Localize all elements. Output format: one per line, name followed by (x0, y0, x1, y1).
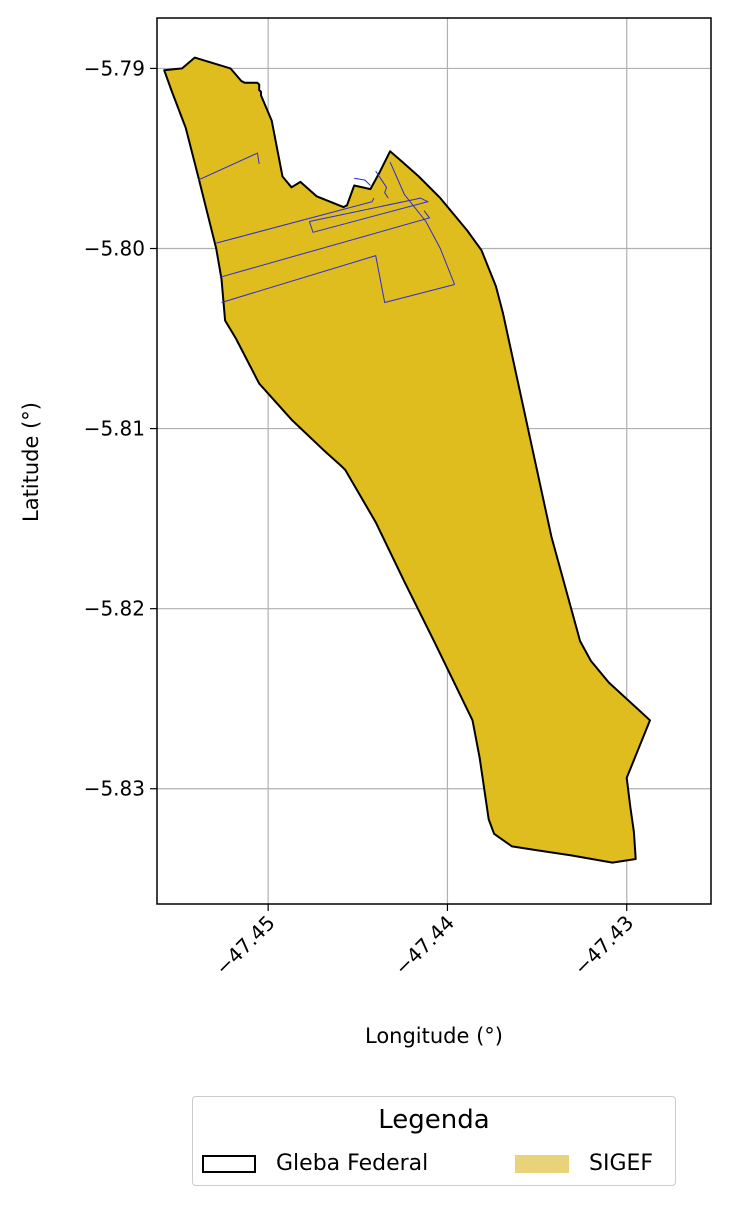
y-axis-title: Latitude (°) (19, 402, 43, 522)
legend-swatch-fill (515, 1154, 569, 1173)
y-ticks: −5.79 −5.80 −5.81 −5.82 −5.83 (84, 56, 157, 801)
y-tick-label: −5.82 (84, 597, 145, 621)
legend-label: Gleba Federal (276, 1151, 429, 1176)
sigef-parcel-boundary (389, 161, 456, 285)
legend-title: Legenda (378, 1105, 490, 1135)
x-axis-title: Longitude (°) (365, 1024, 503, 1048)
sigef-parcel-boundary (197, 152, 260, 181)
legend-label: SIGEF (589, 1151, 654, 1176)
sigef-parcel-boundary (216, 197, 375, 244)
x-tick-label: −47.44 (390, 911, 459, 980)
sigef-parcel-boundary (354, 177, 371, 186)
gleba-federal-polygon (163, 56, 651, 864)
y-tick-label: −5.79 (84, 56, 145, 80)
x-ticks: −47.45 −47.44 −47.43 (210, 904, 638, 980)
legend: Legenda Gleba Federal SIGEF (192, 1096, 676, 1186)
x-tick-label: −47.43 (569, 911, 638, 980)
legend-item-sigef: SIGEF (515, 1151, 653, 1176)
sigef-parcel-boundary (375, 170, 389, 199)
map-figure: −47.45 −47.44 −47.43 −5.79−5.80−5.81−5.82−… (19, 17, 712, 1048)
axes-frame (156, 17, 712, 905)
sigef-parcel-boundary (308, 197, 430, 233)
y-tick-label: −5.80 (84, 237, 145, 261)
legend-item-gleba-federal: Gleba Federal (202, 1151, 428, 1176)
sigef-parcel-boundary (221, 255, 455, 304)
map-shapes (163, 56, 651, 864)
y-tick-label: −5.81 (84, 417, 145, 441)
x-tick-label: −47.45 (210, 911, 279, 980)
legend-swatch-outline (202, 1154, 256, 1173)
sigef-parcel-boundary (219, 210, 431, 278)
y-tick-label: −5.83 (84, 777, 145, 801)
